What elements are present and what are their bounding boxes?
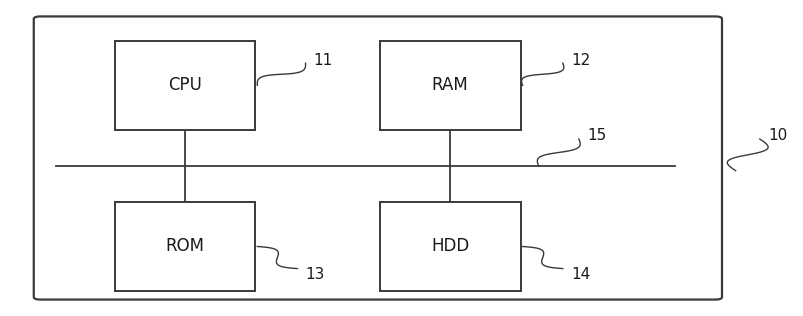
Text: 12: 12 (570, 52, 589, 68)
Text: 10: 10 (767, 128, 786, 143)
Text: RAM: RAM (431, 76, 468, 94)
Text: ROM: ROM (165, 238, 204, 255)
Text: 15: 15 (586, 128, 605, 143)
Text: 11: 11 (313, 52, 332, 68)
Text: HDD: HDD (430, 238, 469, 255)
Text: 14: 14 (570, 267, 589, 283)
FancyBboxPatch shape (34, 16, 721, 300)
Text: 13: 13 (305, 267, 324, 283)
FancyBboxPatch shape (380, 41, 520, 130)
FancyBboxPatch shape (380, 202, 520, 291)
Text: CPU: CPU (168, 76, 202, 94)
FancyBboxPatch shape (115, 41, 255, 130)
FancyBboxPatch shape (115, 202, 255, 291)
